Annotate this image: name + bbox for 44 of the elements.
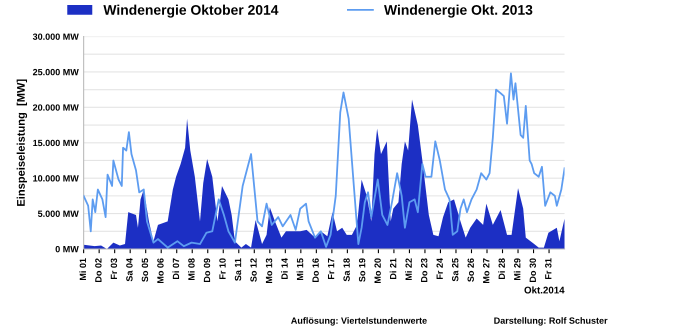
x-tick-label: Sa 04	[126, 258, 133, 282]
y-tick-label: 20.000 MW	[32, 104, 79, 111]
x-tick-label: Di 14	[281, 258, 288, 279]
x-axis-title: Okt.2014	[524, 286, 565, 294]
x-tick-label: Mi 29	[514, 258, 520, 280]
x-tick-label: So 19	[358, 258, 366, 282]
x-tick-label: Do 02	[95, 258, 102, 282]
x-tick-label: Sa 18	[343, 258, 350, 282]
y-tick-label: 30.000 MW	[32, 33, 79, 40]
text: Auflösung: Viertelstundenwerte	[291, 317, 427, 326]
x-tick-label: Mo 27	[483, 258, 490, 284]
text: Darstellung: Rolf Schuster	[494, 317, 608, 326]
x-tick-label: So 26	[468, 258, 474, 282]
x-tick-label: Di 07	[172, 258, 180, 279]
y-axis-title: Einspeiseleistung [MW]	[16, 79, 28, 206]
x-tick-label: Mi 15	[296, 258, 304, 280]
y-tick-label: 25.000 MW	[32, 68, 79, 76]
x-tick-label: Fr 03	[110, 258, 118, 279]
x-tick-label: Di 28	[498, 258, 505, 279]
y-tick-label: 10.000 MW	[33, 175, 79, 182]
x-tick-label: Do 30	[530, 258, 536, 282]
x-tick-label: So 05	[142, 258, 148, 282]
x-tick-label: Mi 08	[188, 258, 195, 280]
y-tick-label: 5.000 MW	[38, 210, 79, 217]
x-tick-label: Fr 24	[436, 258, 443, 279]
legend-label: Windenergie Okt. 2013	[384, 4, 532, 18]
x-tick-label: Sa 25	[452, 258, 458, 282]
x-tick-label: Sa 11	[234, 258, 242, 281]
x-tick-label: Fr 17	[328, 258, 334, 279]
y-tick-label: 0 MW	[56, 246, 79, 252]
y-tick-label: 15.000 MW	[33, 140, 79, 146]
x-tick-label: Mo 06	[157, 258, 164, 284]
x-tick-label: Fr 31	[545, 258, 552, 279]
x-tick-label: Mo 20	[374, 258, 381, 284]
x-tick-label: Do 23	[420, 258, 428, 282]
x-tick-label: So 12	[250, 258, 257, 282]
x-tick-label: Do 16	[312, 258, 319, 282]
legend-label: Windenergie Oktober 2014	[103, 4, 278, 18]
x-tick-label: Fr 10	[219, 258, 226, 279]
x-tick-label: Di 21	[390, 258, 396, 279]
x-tick-label: Mo 13	[266, 258, 272, 284]
x-tick-label: Mi 22	[405, 258, 412, 280]
x-tick-label: Mi 01	[79, 258, 86, 280]
x-tick-label: Do 09	[204, 258, 210, 282]
